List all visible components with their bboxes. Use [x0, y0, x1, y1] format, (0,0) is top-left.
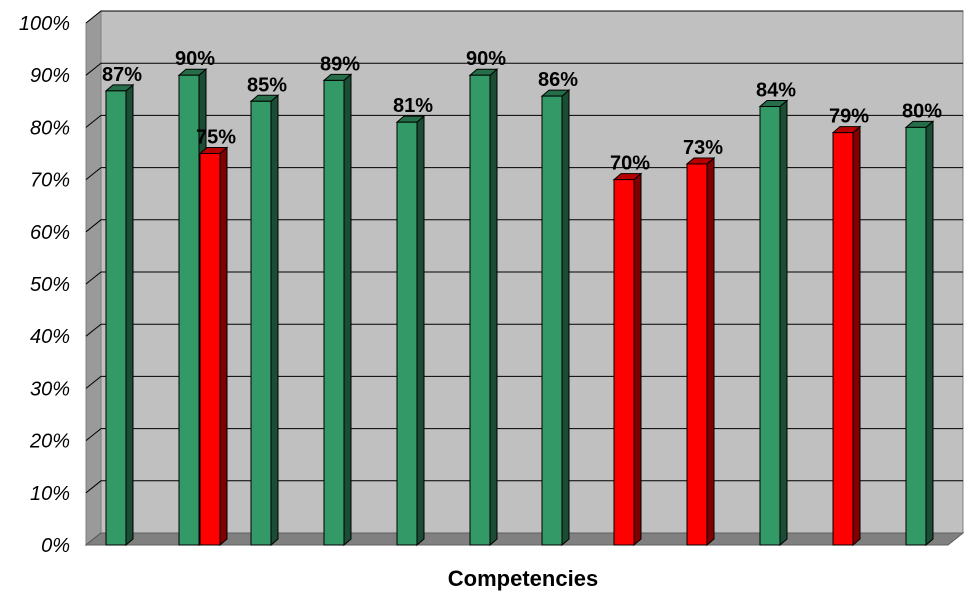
bar-front [250, 100, 272, 546]
y-tick-label: 100% [19, 13, 70, 35]
bar-front [469, 74, 491, 546]
gridline [85, 10, 963, 24]
gridline [85, 271, 963, 285]
gridline [85, 428, 963, 441]
data-label: 75% [196, 127, 236, 149]
bar [249, 94, 280, 547]
y-tick-label: 80% [30, 117, 70, 139]
data-label: 81% [393, 95, 433, 117]
data-label: 86% [538, 69, 578, 91]
bar [758, 99, 789, 547]
bar-side [416, 115, 425, 547]
bar [468, 68, 499, 547]
plot-area [84, 9, 964, 547]
bar-front [396, 121, 418, 546]
bar [540, 88, 571, 547]
bar-front [905, 126, 927, 546]
y-tick-label: 30% [30, 378, 70, 400]
bar-front [613, 179, 635, 546]
data-label: 73% [683, 137, 723, 159]
bar-front [178, 74, 200, 546]
y-tick-label: 60% [30, 222, 70, 244]
y-tick-label: 40% [30, 326, 70, 348]
bar-side [219, 146, 228, 547]
bar-front [686, 163, 708, 546]
bar [104, 83, 135, 547]
gridline [85, 167, 963, 180]
bar-series [104, 68, 935, 547]
bar [198, 146, 229, 547]
bar [395, 115, 426, 547]
bar [904, 120, 935, 547]
bar [685, 156, 716, 547]
bar-side [561, 88, 570, 547]
bar-front [832, 132, 854, 546]
bar [831, 125, 862, 547]
data-label: 85% [247, 74, 287, 96]
data-label: 84% [756, 80, 796, 102]
y-tick-label: 50% [30, 274, 70, 296]
data-label: 79% [829, 106, 869, 128]
gridline [85, 219, 963, 233]
gridline [85, 480, 963, 494]
y-tick-label: 70% [30, 170, 70, 192]
plot-floor [84, 532, 964, 546]
y-tick-label: 10% [30, 483, 70, 505]
data-label: 87% [102, 64, 142, 86]
y-tick-label: 20% [29, 431, 70, 453]
bar-side [852, 125, 861, 547]
bar-front [105, 90, 127, 546]
bar-front [323, 79, 345, 546]
bar-front [759, 106, 781, 546]
bar-side [706, 156, 715, 547]
bar-side [125, 83, 134, 547]
y-tick-label: 0% [41, 535, 70, 557]
y-tick-label: 90% [30, 65, 70, 87]
data-label: 70% [610, 153, 650, 175]
data-label: 90% [466, 48, 506, 70]
bar [612, 172, 643, 547]
bar-side [343, 73, 352, 547]
data-label: 89% [320, 53, 360, 75]
bar-front [199, 153, 221, 546]
gridline [85, 114, 963, 128]
data-label: 80% [902, 100, 942, 122]
bar-side [270, 94, 279, 547]
gridline [85, 62, 963, 76]
gridline [85, 375, 963, 389]
bar-front [541, 95, 563, 546]
bar-side [633, 172, 642, 547]
bar [322, 73, 353, 547]
x-axis-title: Competencies [448, 566, 598, 591]
y-axis-ticks: 0% 10% 20% 30% 40% 50% 60% 70% 80% 90% 100% [19, 13, 70, 557]
bar-side [779, 99, 788, 547]
gridline [85, 323, 963, 337]
data-labels: 87% 90% 75% 85% 89% 81% 90% 86% 70% 73% 84% 79% 80% [102, 48, 942, 174]
data-label: 90% [175, 48, 215, 70]
bar-side [489, 68, 498, 547]
bar-side [925, 120, 934, 547]
